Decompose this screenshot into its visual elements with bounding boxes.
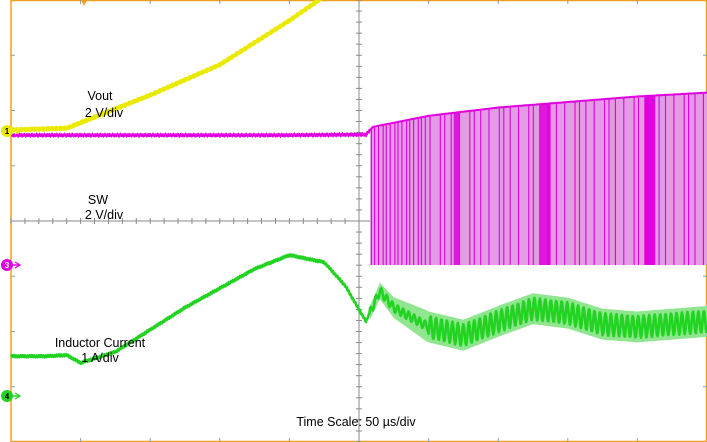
channel-markers: 1 3 4 [1, 125, 22, 402]
channel-marker-number: 4 [5, 392, 10, 401]
channel-4-marker: 4 [1, 390, 22, 402]
sw-scale-label: 2 V/div [85, 208, 124, 222]
inductor-current-scale-label: 1 A/div [81, 351, 119, 365]
channel-marker-number: 3 [5, 261, 10, 270]
channel-marker-badge [1, 259, 13, 271]
sw-dense-switching-band [540, 104, 550, 265]
channel-marker-number: 1 [5, 127, 10, 136]
channel-marker-badge [1, 390, 13, 402]
channel-marker-arrow-head [14, 392, 22, 400]
time-scale-label: Time Scale: 50 µs/div [296, 415, 416, 429]
sw-label: SW [88, 193, 108, 207]
vout-scale-label: 2 V/div [85, 106, 124, 120]
trace-labels: Vout 2 V/div SW 2 V/div Inductor Current… [55, 89, 417, 429]
inductor-current-trace [9, 253, 707, 366]
vout-label: Vout [87, 89, 113, 103]
channel-3-marker: 3 [1, 259, 22, 271]
traces [9, 0, 707, 366]
sw-dense-switching-band [644, 96, 655, 265]
trigger-position-marker [81, 0, 87, 6]
sw-switching-envelope [370, 92, 707, 265]
channel-marker-badge [1, 125, 13, 137]
channel-1-marker: 1 [1, 125, 22, 137]
sw-dense-switching-band [453, 112, 460, 265]
channel-marker-arrow-head [14, 127, 22, 135]
vout-trace [9, 0, 324, 133]
channel-marker-arrow-head [14, 261, 22, 269]
inductor-current-label: Inductor Current [55, 336, 146, 350]
sw-trace [10, 128, 372, 139]
